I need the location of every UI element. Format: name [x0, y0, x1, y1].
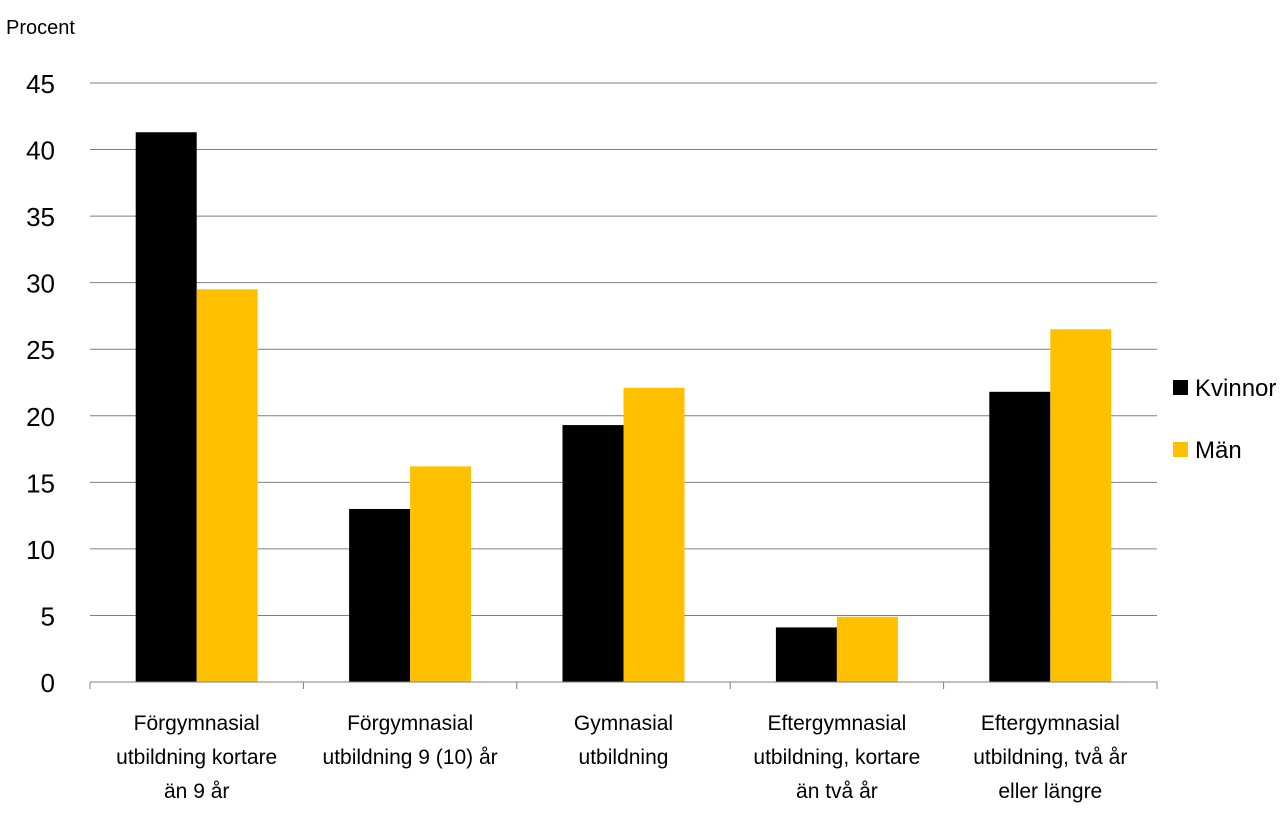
x-category-label-line: Eftergymnasial	[767, 712, 906, 735]
y-tick-label: 10	[26, 535, 55, 565]
x-category-label-line: utbildning 9 (10) år	[323, 746, 498, 769]
x-category-label-line: Förgymnasial	[134, 712, 260, 735]
bar-man	[1050, 329, 1112, 682]
legend-swatch	[1173, 442, 1188, 457]
legend-swatch	[1173, 380, 1188, 395]
x-category-label-line: utbildning, kortare	[753, 746, 920, 769]
x-category-label-line: utbildning	[579, 746, 669, 769]
x-category-label-line: utbildning kortare	[116, 746, 277, 769]
bar-kvinnor	[349, 508, 411, 682]
legend-label: Kvinnor	[1195, 375, 1276, 402]
y-tick-label: 5	[41, 601, 55, 631]
x-axis-category-labels: Förgymnasial utbildning kortare än 9 årFör…	[116, 712, 1127, 803]
x-axis	[89, 681, 1158, 689]
x-category-label: Gymnasial utbildning	[574, 712, 673, 769]
y-tick-label: 40	[26, 136, 55, 166]
y-tick-label: 20	[26, 402, 55, 432]
legend-label: Män	[1195, 437, 1242, 464]
bars	[135, 132, 1112, 683]
x-category-label-line: Eftergymnasial	[981, 712, 1120, 735]
bar-kvinnor	[135, 132, 197, 683]
bar-man	[410, 466, 472, 682]
y-tick-label: 0	[41, 668, 55, 698]
x-category-label-line: än 9 år	[164, 780, 229, 803]
y-axis-unit-label: Procent	[6, 17, 75, 39]
x-category-label-line: Förgymnasial	[347, 712, 473, 735]
bar-man	[196, 289, 258, 682]
x-category-label-line: än två år	[796, 780, 878, 803]
bar-man	[836, 616, 898, 682]
bar-kvinnor	[775, 627, 837, 682]
y-tick-label: 35	[26, 202, 55, 232]
x-category-label: Eftergymnasial utbildning, kortare än två …	[753, 712, 920, 803]
y-tick-label: 45	[26, 69, 55, 99]
bar-kvinnor	[989, 391, 1051, 682]
x-category-label: Eftergymnasial utbildning, två år eller lä…	[973, 712, 1127, 803]
x-category-label-line: eller längre	[998, 780, 1102, 803]
x-category-label-line: utbildning, två år	[973, 746, 1127, 769]
y-axis-tick-labels: 0 5 10 15 20 25 30 35 40 45	[26, 69, 55, 698]
x-category-label-line: Gymnasial	[574, 712, 673, 735]
y-tick-label: 15	[26, 468, 55, 498]
y-tick-label: 25	[26, 335, 55, 365]
bar-man	[623, 387, 685, 682]
x-category-label: Förgymnasial utbildning kortare än 9 år	[116, 712, 277, 803]
x-category-label: Förgymnasial utbildning 9 (10) år	[323, 712, 498, 769]
bar-kvinnor	[562, 425, 624, 682]
legend: Kvinnor Män	[1173, 375, 1276, 464]
y-tick-label: 30	[26, 269, 55, 299]
